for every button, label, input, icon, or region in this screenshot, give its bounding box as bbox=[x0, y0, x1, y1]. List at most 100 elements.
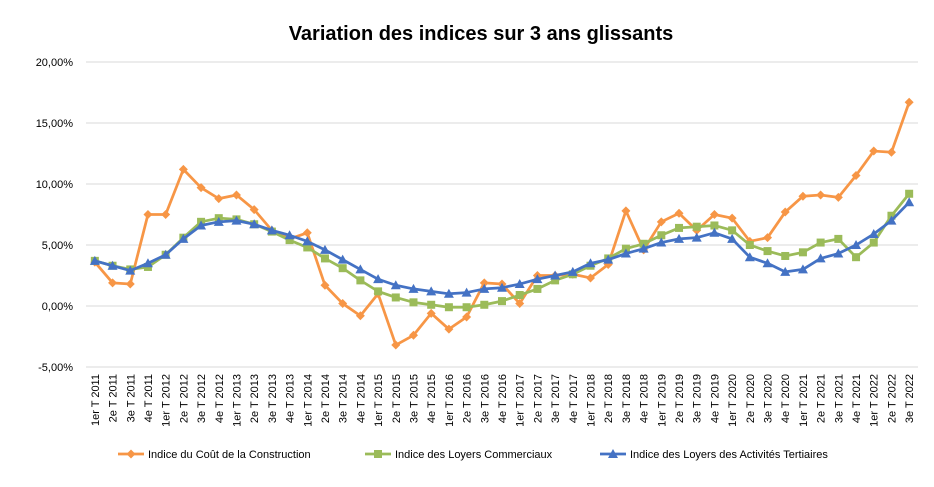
data-point bbox=[745, 241, 754, 249]
legend-item: Indice du Coût de la Construction bbox=[118, 449, 311, 461]
legend-item: Indice des Loyers Commerciaux bbox=[365, 449, 553, 461]
data-point bbox=[780, 207, 790, 217]
data-point bbox=[160, 249, 171, 259]
data-point bbox=[709, 227, 720, 237]
x-tick-label: 1er T 2012 bbox=[161, 374, 173, 427]
x-tick-label: 4e T 2013 bbox=[285, 374, 297, 423]
x-tick-label: 4e T 2021 bbox=[851, 374, 863, 423]
data-point bbox=[833, 192, 843, 202]
chart-title: Variation des indices sur 3 ans glissant… bbox=[289, 23, 674, 45]
x-tick-label: 2e T 2016 bbox=[462, 374, 474, 423]
data-point bbox=[391, 293, 400, 302]
data-point bbox=[408, 330, 418, 340]
data-point bbox=[727, 233, 738, 243]
data-point bbox=[374, 450, 382, 458]
data-point bbox=[196, 183, 206, 193]
data-point bbox=[585, 258, 596, 268]
data-point bbox=[462, 312, 472, 322]
x-tick-label: 3e T 2022 bbox=[904, 374, 916, 423]
x-tick-label: 1er T 2014 bbox=[302, 374, 314, 427]
data-point bbox=[904, 197, 915, 207]
data-point bbox=[744, 252, 755, 262]
data-point bbox=[834, 234, 843, 243]
x-tick-label: 3e T 2018 bbox=[621, 374, 633, 423]
data-point bbox=[266, 225, 277, 235]
data-point bbox=[355, 264, 366, 274]
data-point bbox=[763, 247, 772, 256]
data-point bbox=[586, 273, 596, 283]
legend: Indice du Coût de la Construction Indice … bbox=[118, 449, 828, 461]
data-point bbox=[409, 298, 418, 307]
x-tick-label: 3e T 2015 bbox=[408, 374, 420, 423]
data-point bbox=[656, 237, 667, 247]
data-point bbox=[374, 287, 383, 296]
data-point bbox=[443, 288, 454, 298]
data-point bbox=[905, 189, 914, 198]
data-point bbox=[620, 248, 631, 258]
data-point bbox=[408, 283, 419, 293]
x-tick-label: 2e T 2013 bbox=[249, 374, 261, 423]
data-point bbox=[390, 280, 401, 290]
data-point bbox=[125, 279, 135, 289]
x-tick-label: 3e T 2012 bbox=[196, 374, 208, 423]
x-tick-label: 4e T 2019 bbox=[709, 374, 721, 423]
y-tick-label: 0,00% bbox=[42, 301, 73, 313]
data-point bbox=[338, 264, 347, 273]
legend-label: Indice des Loyers des Activités Tertiair… bbox=[630, 449, 828, 461]
data-point bbox=[691, 232, 702, 242]
data-point bbox=[551, 276, 560, 285]
x-tick-label: 2e T 2014 bbox=[320, 374, 332, 423]
data-point bbox=[533, 284, 542, 293]
x-tick-label: 4e T 2016 bbox=[497, 374, 509, 423]
data-point bbox=[285, 236, 294, 245]
data-point bbox=[762, 258, 773, 268]
x-tick-label: 2e T 2022 bbox=[886, 374, 898, 423]
y-tick-label: 15,00% bbox=[36, 118, 74, 130]
x-tick-label: 2e T 2011 bbox=[108, 374, 120, 422]
data-point bbox=[479, 278, 489, 288]
x-tick-label: 2e T 2019 bbox=[674, 374, 686, 423]
data-point bbox=[550, 270, 561, 280]
y-tick-label: 20,00% bbox=[36, 57, 74, 69]
data-point bbox=[728, 226, 737, 235]
data-point bbox=[479, 283, 490, 293]
x-tick-label: 1er T 2013 bbox=[231, 374, 243, 427]
data-point bbox=[461, 287, 472, 297]
x-tick-label: 4e T 2017 bbox=[568, 374, 580, 423]
data-point bbox=[657, 231, 666, 240]
data-point bbox=[852, 253, 861, 262]
data-point bbox=[674, 208, 684, 218]
series-3 bbox=[89, 197, 915, 298]
data-point bbox=[674, 233, 685, 243]
legend-label: Indice des Loyers Commerciaux bbox=[395, 449, 553, 461]
data-point bbox=[498, 297, 506, 306]
data-point bbox=[178, 164, 188, 174]
data-point bbox=[213, 216, 224, 226]
x-tick-label: 3e T 2019 bbox=[692, 374, 704, 423]
x-tick-label: 3e T 2020 bbox=[763, 374, 775, 423]
x-tick-label: 1er T 2015 bbox=[373, 374, 385, 427]
x-tick-label: 2e T 2015 bbox=[391, 374, 403, 423]
data-point bbox=[427, 300, 436, 309]
data-point bbox=[621, 206, 631, 216]
x-tick-label: 4e T 2015 bbox=[426, 374, 438, 423]
x-tick-label: 1er T 2017 bbox=[515, 374, 527, 427]
data-point bbox=[231, 215, 242, 225]
data-point bbox=[302, 228, 312, 238]
data-point bbox=[798, 248, 807, 257]
data-point bbox=[249, 219, 260, 229]
x-tick-label: 1er T 2020 bbox=[727, 374, 739, 427]
data-point bbox=[284, 230, 295, 240]
data-point bbox=[178, 233, 189, 243]
data-point bbox=[532, 274, 543, 284]
data-point bbox=[89, 255, 100, 265]
data-point bbox=[868, 229, 879, 239]
y-tick-label: 10,00% bbox=[36, 179, 74, 191]
x-tick-label: 4e T 2012 bbox=[214, 374, 226, 423]
data-point bbox=[869, 238, 878, 247]
data-point bbox=[515, 291, 524, 300]
data-point bbox=[320, 254, 329, 263]
data-point bbox=[338, 299, 348, 309]
